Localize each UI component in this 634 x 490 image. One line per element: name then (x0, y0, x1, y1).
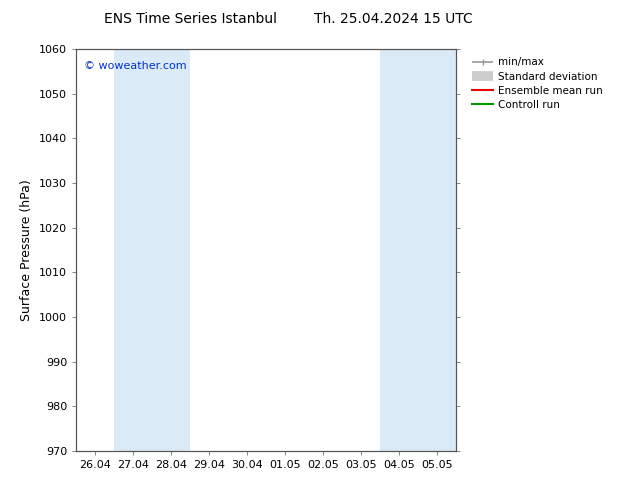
Legend: min/max, Standard deviation, Ensemble mean run, Controll run: min/max, Standard deviation, Ensemble me… (469, 54, 606, 113)
Y-axis label: Surface Pressure (hPa): Surface Pressure (hPa) (20, 179, 34, 321)
Bar (114, 49, 152, 451)
Text: © woweather.com: © woweather.com (84, 61, 186, 71)
Bar (418, 49, 456, 451)
Text: ENS Time Series Istanbul: ENS Time Series Istanbul (104, 12, 276, 26)
Bar (152, 49, 190, 451)
Text: Th. 25.04.2024 15 UTC: Th. 25.04.2024 15 UTC (314, 12, 472, 26)
Bar (380, 49, 418, 451)
